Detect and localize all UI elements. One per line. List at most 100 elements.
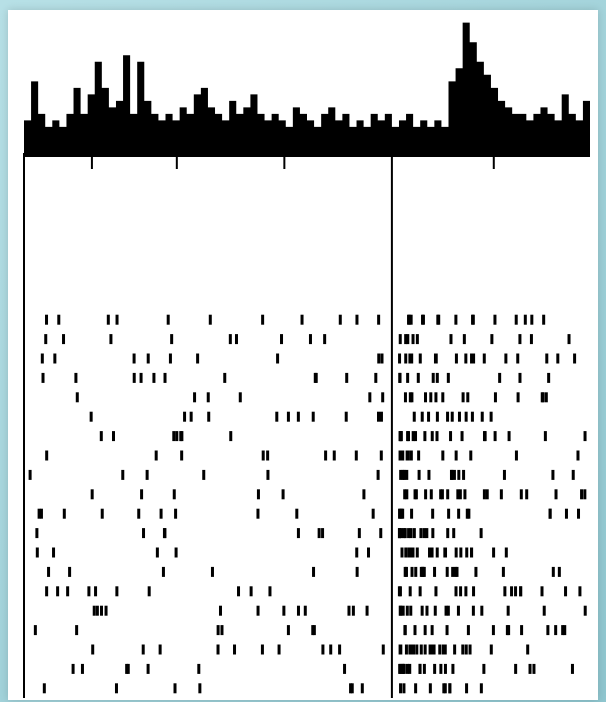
spike-mark [453,566,457,577]
spike-mark [40,353,44,364]
spike-mark [401,605,405,616]
spike-mark [312,625,316,636]
spike-mark [540,586,544,597]
spike-mark [490,334,494,345]
spike-mark [47,566,51,577]
spike-mark [28,469,32,480]
spike-mark [404,644,408,655]
spike-mark [147,586,151,597]
spike-mark [347,605,351,616]
spike-mark [379,450,383,461]
spike-mark [516,392,520,403]
spike-mark [80,663,84,674]
spike-mark [202,469,206,480]
spike-mark [44,334,48,345]
spike-mark [410,644,414,655]
spike-mark [104,605,108,616]
spike-mark [454,314,458,325]
spike-mark [66,586,70,597]
spike-mark [162,528,166,539]
spike-mark [198,683,202,694]
spike-mark [168,353,172,364]
spike-mark [377,314,381,325]
spike-mark [412,411,416,422]
spike-mark [546,625,550,636]
spike-mark [238,392,242,403]
spike-mark [266,469,270,480]
spike-mark [580,489,584,500]
spike-mark [551,566,555,577]
spike-mark [121,469,125,480]
spike-mark [456,605,460,616]
spike-mark [408,353,412,364]
spike-mark [206,392,210,403]
spike-mark [452,528,456,539]
spike-mark [482,353,486,364]
spike-mark [137,508,141,519]
spike-mark [451,566,455,577]
spike-mark [405,469,409,480]
spike-mark [519,489,523,500]
spike-mark [435,547,439,558]
spike-mark [480,411,484,422]
spike-mark [573,353,577,364]
spike-mark [458,489,462,500]
spike-mark [412,644,416,655]
spike-mark [440,489,444,500]
spike-mark [311,625,315,636]
spike-mark [543,431,547,442]
spike-mark [422,528,426,539]
spike-mark [95,605,99,616]
spike-mark [398,372,402,383]
spike-mark [414,566,418,577]
spike-mark [89,411,93,422]
spike-mark [451,663,455,674]
spike-mark [462,469,466,480]
spike-mark [516,353,520,364]
spike-mark [408,392,412,403]
spike-mark [414,431,418,442]
spike-mark [416,372,420,383]
spike-mark [454,353,458,364]
spike-mark [441,392,445,403]
spike-mark [256,605,260,616]
spike-mark [196,353,200,364]
spike-mark [412,528,416,539]
spike-mark [557,566,561,577]
spike-mark [56,586,60,597]
spike-mark [189,411,193,422]
spike-mark [398,528,402,539]
spike-mark [469,450,473,461]
spike-mark [276,353,280,364]
spike-mark [234,334,238,345]
spike-mark [374,372,378,383]
spike-mark [323,334,327,345]
spike-mark [344,411,348,422]
spike-mark [99,431,103,442]
spike-mark [401,469,405,480]
spike-mark [542,605,546,616]
spike-mark [312,566,316,577]
spike-mark [415,644,419,655]
spike-mark [471,314,475,325]
spike-mark [431,528,435,539]
spike-mark [139,372,143,383]
spike-mark [547,372,551,383]
spike-mark [519,586,523,597]
spike-mark [280,334,284,345]
spike-mark [52,547,56,558]
spike-mark [35,547,39,558]
spike-mark [564,508,568,519]
spike-mark [90,489,94,500]
spike-mark [424,489,428,500]
spike-mark [355,547,359,558]
spike-mark [453,644,457,655]
histogram-baseline [24,149,590,157]
spike-mark [420,411,424,422]
spike-mark [446,372,450,383]
spike-mark [399,683,403,694]
spike-mark [459,547,463,558]
spike-mark [449,334,453,345]
spike-mark [35,528,39,539]
spike-mark [158,644,162,655]
